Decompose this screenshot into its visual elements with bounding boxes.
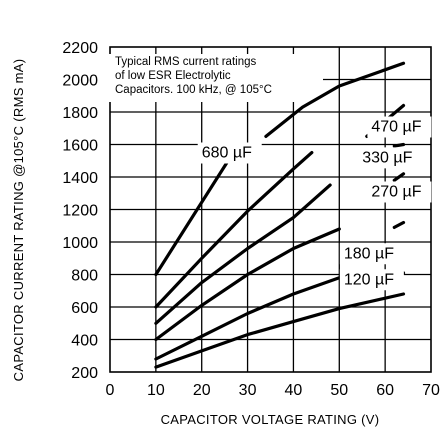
- series-tail-180-uf: [392, 220, 406, 229]
- tick-labels: 2004006008001000120014001600180020002200…: [62, 40, 440, 399]
- x-tick-label: 50: [330, 382, 348, 399]
- y-tick-label: 1000: [62, 235, 98, 252]
- x-tick-label: 60: [376, 382, 394, 399]
- series-label-270-uf: 270 µF: [371, 184, 421, 201]
- series-line-680-uf: [154, 142, 240, 277]
- series-line-270-uf: [154, 183, 332, 325]
- series-line-180-uf: [154, 227, 341, 342]
- series-tail-270-uf: [392, 172, 406, 182]
- x-tick-label: 40: [285, 382, 303, 399]
- y-tick-label: 400: [71, 333, 98, 350]
- y-axis-title: CAPACITOR CURRENT RATING @105°C (RMS mA): [11, 59, 26, 382]
- annotation-line-3: Capacitors. 100 kHz, @ 105°C: [115, 84, 272, 96]
- annotation-box: Typical RMS current ratings of low ESR E…: [109, 54, 323, 102]
- series-label-background: [367, 116, 432, 138]
- x-tick-label: 10: [147, 382, 165, 399]
- annotation-background: [109, 54, 323, 102]
- series-tail-330-uf: [392, 142, 406, 148]
- series-label-background: [358, 147, 423, 169]
- x-tick-label: 30: [239, 382, 257, 399]
- x-axis-title: CAPACITOR VOLTAGE RATING (V): [161, 412, 380, 427]
- series-label-background: [197, 142, 262, 164]
- x-tick-label: 0: [106, 382, 115, 399]
- y-tick-label: 2200: [62, 40, 98, 57]
- series-line-470-uf: [264, 61, 406, 138]
- annotation-line-1: Typical RMS current ratings: [115, 56, 256, 68]
- series-line-330-uf: [154, 151, 314, 309]
- series-label-background: [339, 269, 404, 291]
- series-label-180-uf: 180 µF: [344, 245, 394, 262]
- y-tick-label: 2000: [62, 73, 98, 90]
- x-tick-label: 20: [193, 382, 211, 399]
- series-label-470-uf: 470 µF: [371, 119, 421, 136]
- y-tick-label: 800: [71, 268, 98, 285]
- series-label-120-uf: 120 µF: [344, 271, 394, 288]
- series-layer: [154, 61, 406, 369]
- plot-frame: [109, 46, 432, 373]
- y-tick-label: 1600: [62, 138, 98, 155]
- x-tick-label: 70: [422, 382, 440, 399]
- series-labels: 680 µF 470 µF 330 µF 270 µF 180 µF 120 µF: [197, 116, 432, 291]
- y-tick-label: 1200: [62, 203, 98, 220]
- y-tick-label: 200: [71, 365, 98, 382]
- annotation-line-2: of low ESR Electrolytic: [115, 70, 231, 82]
- series-label-background: [367, 181, 432, 203]
- y-tick-label: 600: [71, 300, 98, 317]
- series-line-unlabeled-uf: [154, 292, 406, 369]
- y-tick-label: 1400: [62, 170, 98, 187]
- series-line-120-uf: [154, 276, 341, 361]
- series-label-background: [339, 243, 404, 265]
- series-label-330-uf: 330 µF: [362, 149, 412, 166]
- series-label-680-uf: 680 µF: [202, 145, 252, 162]
- y-tick-label: 1800: [62, 105, 98, 122]
